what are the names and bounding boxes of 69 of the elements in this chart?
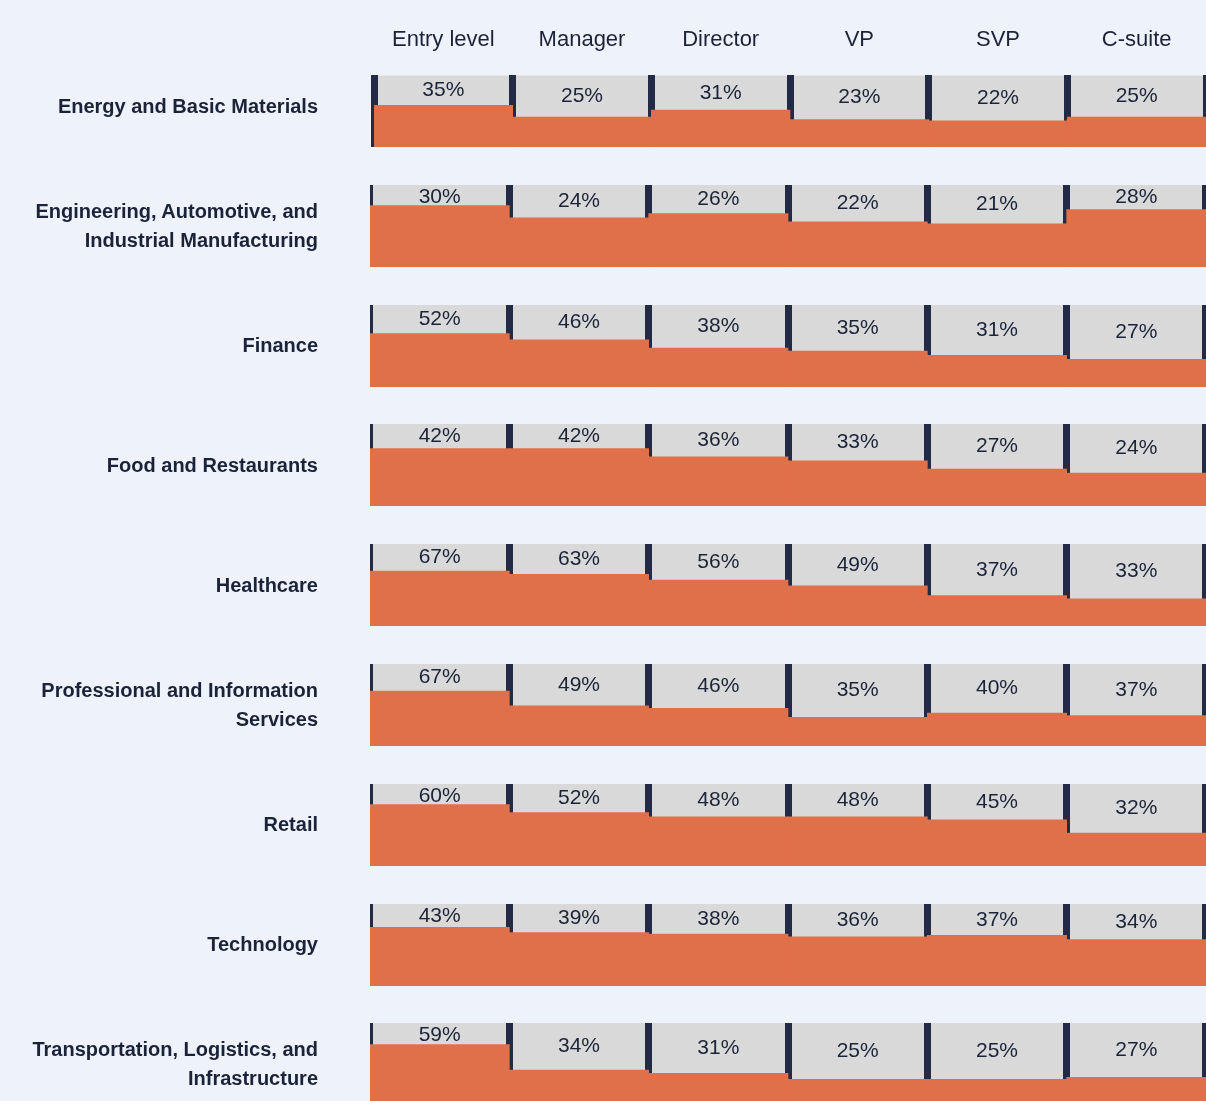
data-label: 22% <box>976 84 1020 108</box>
data-label: 59% <box>418 1022 461 1046</box>
data-label: 37% <box>975 906 1019 930</box>
text: Professional and Information Services <box>40 678 318 732</box>
data-label: 35% <box>836 677 879 701</box>
data-label: 43% <box>418 902 461 926</box>
data-label: 39% <box>557 904 601 928</box>
data-label: 31% <box>699 79 742 103</box>
x-tick-label: Entry level <box>391 26 495 52</box>
data-label: 27% <box>1115 318 1158 342</box>
data-label: 34% <box>557 1033 601 1057</box>
data-label: 25% <box>561 83 604 107</box>
data-label: 42% <box>418 423 461 447</box>
data-label: 46% <box>557 308 601 332</box>
data-label: 52% <box>418 305 461 329</box>
data-label: 56% <box>697 549 740 573</box>
data-label: 63% <box>557 546 601 570</box>
x-tick-label: C-suite <box>1101 26 1172 52</box>
chart-title: Food and Restaurants <box>106 452 318 478</box>
data-label: 38% <box>697 905 740 929</box>
data-label: 46% <box>697 672 740 696</box>
data-label: 33% <box>1115 558 1158 582</box>
data-label: 27% <box>975 433 1019 457</box>
text: Retail <box>263 812 318 838</box>
chart-title: Technology <box>207 932 318 958</box>
data-label: 37% <box>975 556 1019 580</box>
data-label: 28% <box>1115 183 1158 207</box>
data-label: 21% <box>975 191 1019 215</box>
data-label: 38% <box>697 312 740 336</box>
data-label: 36% <box>836 906 879 930</box>
text: Transportation, Logistics, and Infrastructure <box>31 1037 318 1092</box>
data-label: 35% <box>422 77 465 101</box>
data-label: 48% <box>697 786 740 810</box>
x-tick-label: SVP <box>975 26 1021 52</box>
data-label: 25% <box>836 1038 879 1062</box>
data-label: 67% <box>418 544 461 568</box>
data-label: 60% <box>418 782 461 806</box>
x-tick-label: Director <box>682 26 760 52</box>
x-tick-label: VP <box>844 26 875 52</box>
data-label: 49% <box>557 671 601 695</box>
data-label: 30% <box>418 183 461 207</box>
x-tick-label: Manager <box>538 26 626 52</box>
data-label: 31% <box>975 316 1019 340</box>
data-label: 25% <box>975 1038 1019 1062</box>
data-label: 40% <box>975 675 1019 699</box>
data-label: 25% <box>1115 83 1158 107</box>
data-label: 26% <box>697 185 740 209</box>
data-label: 22% <box>836 190 879 214</box>
data-label: 32% <box>1115 795 1158 819</box>
data-label: 31% <box>697 1035 740 1059</box>
text: Engineering, Automotive, and Industrial Manufacturing <box>34 198 318 253</box>
data-label: 24% <box>1115 435 1158 459</box>
data-label: 48% <box>836 786 879 810</box>
text: Energy and Basic Materials <box>57 93 318 119</box>
data-label: 33% <box>836 429 879 453</box>
data-label: 37% <box>1115 676 1158 700</box>
data-label: 23% <box>838 84 881 108</box>
data-label: 27% <box>1115 1037 1158 1061</box>
data-label: 45% <box>975 788 1019 812</box>
data-label: 49% <box>836 551 879 575</box>
chart-title: Finance <box>242 333 318 359</box>
data-label: 52% <box>557 784 601 808</box>
data-label: 42% <box>557 423 601 447</box>
data-label: 34% <box>1115 908 1158 932</box>
data-label: 67% <box>418 664 461 688</box>
data-label: 24% <box>557 187 601 211</box>
data-label: 36% <box>697 427 740 451</box>
chart-title: Healthcare <box>215 572 318 598</box>
data-label: 35% <box>836 314 879 338</box>
